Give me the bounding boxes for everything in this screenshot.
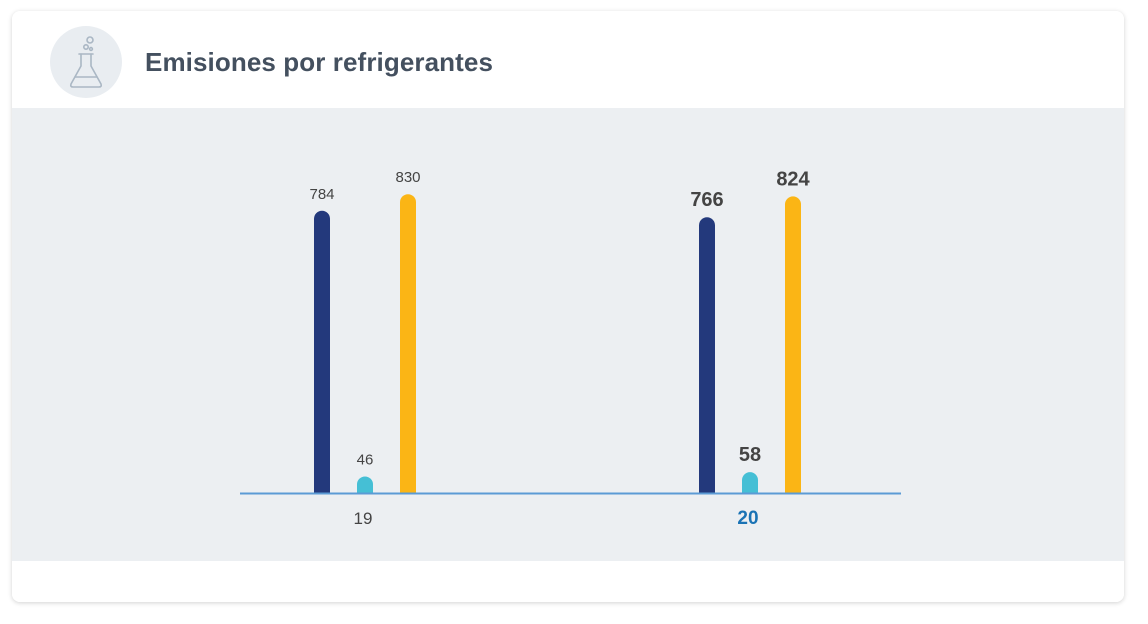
flask-icon xyxy=(50,26,122,98)
value-label-19-series-1: 784 xyxy=(309,186,334,203)
emissions-bar-chart: 784 46 830 19 766 58 824 20 xyxy=(240,168,901,529)
value-label-19-series-3: 830 xyxy=(395,169,420,186)
chart-area: 784 46 830 19 766 58 824 20 xyxy=(12,108,1124,561)
card-footer xyxy=(12,561,1124,602)
category-label-19: 19 xyxy=(354,509,373,528)
bar-20-series-2 xyxy=(742,472,758,493)
value-label-20-series-2: 58 xyxy=(739,444,761,466)
bar-19-series-2 xyxy=(357,476,373,493)
page-title: Emisiones por refrigerantes xyxy=(145,47,494,77)
value-label-19-series-2: 46 xyxy=(357,451,374,468)
value-label-20-series-3: 824 xyxy=(776,168,810,190)
bar-19-series-1 xyxy=(314,210,330,493)
card-header: Emisiones por refrigerantes xyxy=(12,11,1124,108)
emissions-card: Emisiones por refrigerantes 784 46 830 19 76… xyxy=(12,11,1124,602)
bar-20-series-3 xyxy=(785,196,801,494)
bar-20-series-1 xyxy=(699,217,715,493)
bar-19-series-3 xyxy=(400,194,416,493)
value-label-20-series-1: 766 xyxy=(690,189,723,211)
category-label-20: 20 xyxy=(737,508,758,529)
